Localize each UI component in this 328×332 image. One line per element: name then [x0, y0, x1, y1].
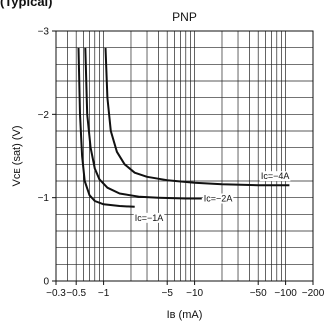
- x-tick-label-5: −50: [250, 288, 267, 299]
- curve-label-2: Ic=−4A: [261, 171, 290, 181]
- y-tick-label-2: −2: [38, 110, 50, 121]
- x-tick-label-6: −100: [274, 288, 297, 299]
- curve-label-backing-2: [259, 171, 291, 182]
- chart-title: PNP: [172, 10, 197, 24]
- curve-label-1: Ic=−2A: [204, 194, 233, 204]
- x-tick-label-2: −1: [98, 288, 110, 299]
- x-tick-label-3: −5: [161, 288, 173, 299]
- axis-ticks: −0.3 −0.5 −1 −5 −10 −50 −100 −200 0 −1 −2 −3: [38, 27, 325, 300]
- y-axis-label: Vᴄᴇ (sat) (V): [11, 126, 23, 187]
- x-axis-label: Iʙ (mA): [167, 309, 203, 321]
- x-tick-label-4: −10: [186, 288, 203, 299]
- x-tick-label-0: −0.3: [46, 288, 66, 299]
- series-line-0: [77, 47, 135, 208]
- x-tick-label-1: −0.5: [66, 288, 86, 299]
- series-line-2: [104, 47, 290, 187]
- curve-label-backing-1: [202, 193, 234, 204]
- y-tick-label-0: 0: [43, 277, 49, 288]
- x-tick-label-7: −200: [302, 288, 325, 299]
- series-curves: [77, 47, 290, 208]
- grid-lines: [55, 30, 314, 282]
- plot-frame: [55, 30, 314, 282]
- y-tick-label-3: −3: [38, 27, 50, 38]
- series-line-1: [84, 47, 202, 200]
- curve-labels: Ic=−1A Ic=−2A Ic=−4A: [133, 171, 291, 223]
- curve-label-0: Ic=−1A: [135, 213, 164, 223]
- header-fragment: (Typical): [0, 0, 53, 9]
- y-tick-label-1: −1: [38, 193, 50, 204]
- curve-label-backing-0: [133, 212, 165, 223]
